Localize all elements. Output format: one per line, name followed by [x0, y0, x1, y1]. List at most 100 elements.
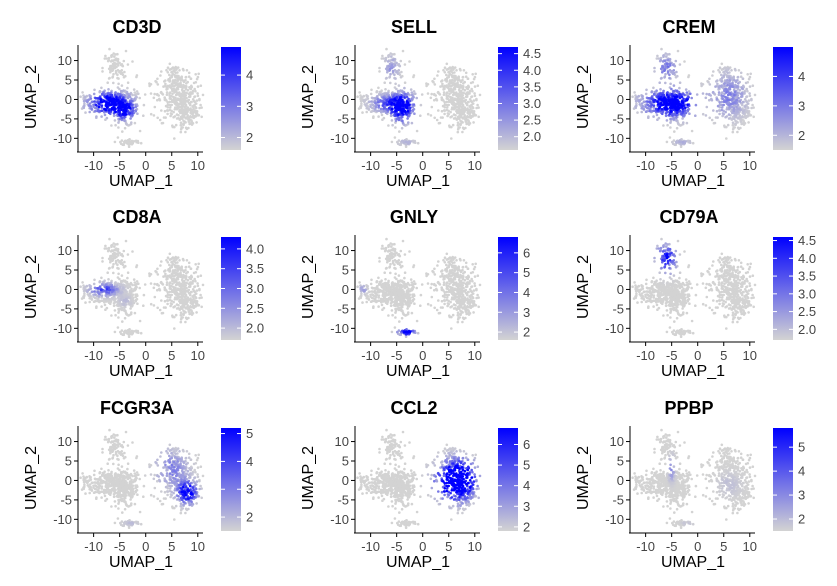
umap-point: [716, 79, 719, 82]
umap-point: [97, 292, 101, 295]
umap-point: [123, 260, 126, 264]
umap-point: [171, 314, 174, 317]
umap-point: [715, 109, 719, 113]
umap-point: [439, 85, 442, 88]
umap-point: [456, 123, 460, 127]
umap-point: [395, 71, 398, 74]
umap-point: [174, 261, 177, 265]
umap-point: [91, 100, 94, 104]
umap-point: [112, 262, 115, 266]
umap-point: [128, 284, 131, 287]
umap-point: [726, 98, 730, 102]
umap-point: [675, 95, 679, 99]
umap-point: [384, 88, 387, 91]
umap-point: [704, 96, 708, 100]
umap-point: [174, 313, 178, 317]
umap-point: [165, 68, 168, 72]
umap-point: [163, 299, 167, 303]
umap-point: [402, 123, 406, 126]
umap-point: [100, 115, 103, 118]
umap-point: [406, 110, 410, 113]
umap-point: [379, 93, 383, 96]
umap-point: [82, 106, 86, 110]
umap-point: [726, 78, 729, 82]
umap-point: [161, 121, 165, 125]
umap-point: [391, 69, 395, 73]
umap-point: [105, 290, 109, 294]
umap-point: [380, 113, 384, 117]
umap-point: [440, 109, 444, 113]
umap-point: [403, 96, 406, 99]
umap-point: [652, 115, 655, 118]
umap-point: [117, 77, 120, 80]
x-tick-label: -5: [391, 158, 403, 173]
umap-point: [436, 264, 439, 267]
umap-point: [133, 91, 137, 94]
umap-point: [708, 77, 711, 81]
umap-point: [746, 73, 749, 76]
umap-point: [187, 261, 191, 265]
umap-point: [473, 92, 476, 95]
umap-point: [445, 92, 448, 95]
umap-point: [472, 267, 476, 271]
umap-point: [395, 61, 398, 65]
umap-point: [366, 94, 369, 98]
umap-point: [197, 72, 200, 76]
umap-point: [393, 73, 396, 77]
umap-point: [171, 282, 174, 286]
umap-point: [123, 94, 126, 97]
umap-point: [105, 57, 108, 60]
umap-point: [90, 107, 93, 111]
umap-point: [130, 329, 134, 333]
umap-point: [461, 266, 465, 269]
umap-point: [366, 97, 370, 100]
umap-point: [382, 57, 385, 60]
umap-point: [172, 305, 175, 309]
umap-point: [149, 92, 153, 95]
umap-point: [390, 101, 394, 104]
umap-point: [365, 110, 368, 114]
umap-point: [672, 117, 675, 120]
x-axis-label: UMAP_1: [386, 173, 450, 190]
umap-point: [110, 124, 113, 127]
umap-point: [156, 273, 160, 276]
umap-point: [645, 88, 648, 92]
umap-point: [740, 92, 744, 95]
umap-point: [473, 275, 477, 278]
y-tick-label: 0: [65, 92, 72, 107]
umap-point: [148, 84, 151, 88]
umap-point: [167, 79, 170, 82]
umap-point: [110, 314, 113, 317]
umap-point: [477, 115, 480, 119]
umap-point: [93, 100, 96, 103]
umap-point: [442, 68, 445, 72]
umap-point: [142, 293, 146, 297]
umap-point: [689, 141, 692, 144]
umap-point: [379, 107, 383, 111]
umap-point: [742, 110, 745, 113]
umap-point: [443, 101, 446, 104]
umap-point: [438, 93, 442, 96]
umap-point: [113, 140, 117, 144]
umap-point: [163, 270, 166, 273]
umap-point: [195, 311, 198, 314]
umap-point: [739, 126, 742, 130]
umap-point: [125, 122, 128, 126]
umap-point: [169, 114, 172, 118]
umap-point: [394, 82, 397, 86]
umap-point: [715, 97, 719, 101]
umap-point: [656, 100, 659, 103]
umap-point: [694, 103, 698, 107]
umap-point: [738, 88, 742, 92]
umap-point: [716, 82, 719, 86]
umap-point: [397, 84, 401, 87]
umap-point: [690, 96, 693, 100]
umap-point: [121, 263, 125, 267]
umap-point: [194, 279, 197, 283]
umap-point: [171, 124, 174, 127]
umap-point: [701, 92, 705, 95]
umap-point: [88, 95, 92, 98]
y-tick-label: -10: [330, 131, 349, 146]
umap-point: [646, 100, 649, 103]
umap-point: [678, 86, 681, 90]
